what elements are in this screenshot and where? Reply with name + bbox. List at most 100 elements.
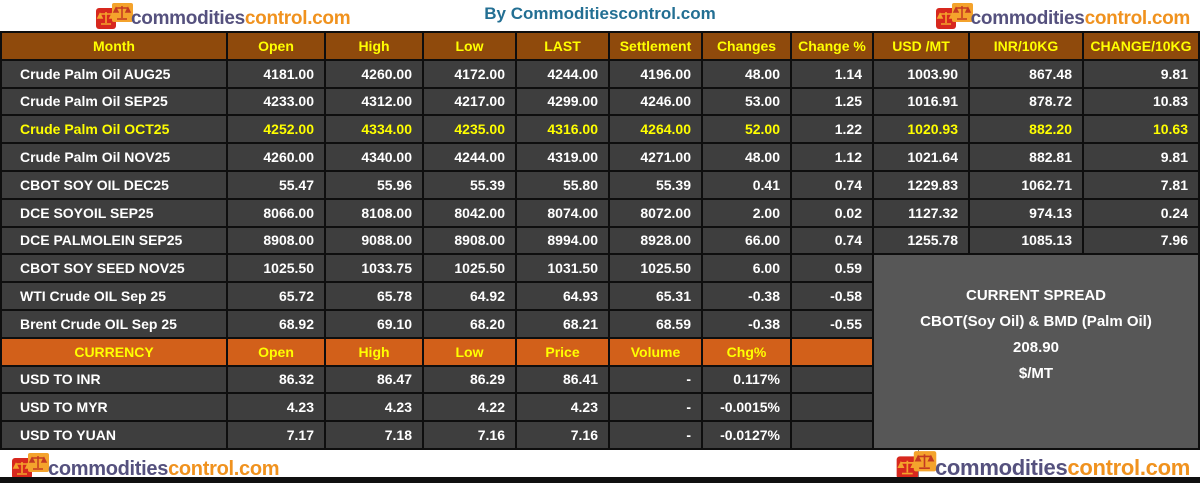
- futures-value-cell: 4235.00: [424, 116, 515, 143]
- futures-value-cell: 9.81: [1084, 60, 1198, 87]
- currency-header-spacer: [792, 338, 872, 365]
- spread-unit: $/MT: [1018, 365, 1054, 383]
- futures-value-cell: 6.00: [703, 255, 790, 282]
- currency-value-cell: 86.32: [228, 366, 324, 393]
- futures-value-cell: 4316.00: [517, 116, 608, 143]
- futures-value-cell: 10.83: [1084, 88, 1198, 115]
- futures-column-header: Low: [424, 33, 515, 59]
- futures-value-cell: 7.96: [1084, 227, 1198, 254]
- logo-text-control: control.com: [1067, 455, 1190, 480]
- futures-value-cell: 68.21: [517, 310, 608, 337]
- futures-column-header: LAST: [517, 33, 608, 59]
- futures-value-cell: 867.48: [970, 60, 1082, 87]
- futures-month-cell: Crude Palm Oil OCT25: [2, 116, 226, 143]
- currency-value-cell: 86.41: [517, 366, 608, 393]
- futures-value-cell: 1016.91: [874, 88, 968, 115]
- futures-value-cell: 64.93: [517, 283, 608, 309]
- futures-value-cell: 4233.00: [228, 88, 324, 115]
- futures-value-cell: 8994.00: [517, 227, 608, 254]
- futures-column-header: INR/10KG: [970, 33, 1082, 59]
- futures-value-cell: 68.92: [228, 310, 324, 337]
- futures-month-cell: CBOT SOY SEED NOV25: [2, 255, 226, 282]
- futures-value-cell: 8042.00: [424, 199, 515, 226]
- futures-column-header: Open: [228, 33, 324, 59]
- futures-column-header: CHANGE/10KG: [1084, 33, 1198, 59]
- futures-value-cell: 0.59: [792, 255, 872, 282]
- futures-value-cell: -0.58: [792, 283, 872, 309]
- futures-month-cell: Crude Palm Oil SEP25: [2, 88, 226, 115]
- currency-value-cell: -: [610, 394, 701, 421]
- currency-row-spacer: [792, 366, 872, 393]
- futures-column-header: Settlement: [610, 33, 701, 59]
- futures-value-cell: 1025.50: [610, 255, 701, 282]
- futures-value-cell: 65.31: [610, 283, 701, 309]
- logo-text-commodities: commodities: [970, 8, 1085, 29]
- futures-column-header: Month: [2, 33, 226, 59]
- currency-column-header: CURRENCY: [2, 338, 226, 365]
- futures-value-cell: 4260.00: [228, 144, 324, 170]
- currency-value-cell: 4.23: [326, 394, 422, 421]
- futures-value-cell: 4340.00: [326, 144, 422, 170]
- logo-text-control: control.com: [244, 8, 351, 29]
- futures-value-cell: 55.47: [228, 171, 324, 198]
- futures-value-cell: 65.72: [228, 283, 324, 309]
- futures-value-cell: 68.20: [424, 310, 515, 337]
- current-spread-panel: CURRENT SPREAD CBOT(Soy Oil) & BMD (Palm…: [874, 255, 1198, 448]
- futures-month-cell: Crude Palm Oil AUG25: [2, 60, 226, 87]
- futures-value-cell: 1127.32: [874, 199, 968, 226]
- logo-text-commodities: commodities: [934, 455, 1068, 480]
- balance-scale-icon: [935, 2, 973, 36]
- futures-month-cell: Crude Palm Oil NOV25: [2, 144, 226, 170]
- futures-value-cell: 1033.75: [326, 255, 422, 282]
- currency-value-cell: 7.17: [228, 422, 324, 448]
- futures-value-cell: 1031.50: [517, 255, 608, 282]
- futures-value-cell: 53.00: [703, 88, 790, 115]
- logo-commoditiescontrol: commodities control.com: [95, 2, 351, 36]
- futures-value-cell: 9088.00: [326, 227, 422, 254]
- futures-value-cell: 69.10: [326, 310, 422, 337]
- futures-column-header: Change %: [792, 33, 872, 59]
- futures-value-cell: 974.13: [970, 199, 1082, 226]
- logo-commoditiescontrol: commodities control.com: [895, 450, 1190, 483]
- futures-value-cell: 1062.71: [970, 171, 1082, 198]
- spread-value: 208.90: [1013, 339, 1059, 357]
- futures-value-cell: 66.00: [703, 227, 790, 254]
- currency-value-cell: 4.23: [517, 394, 608, 421]
- futures-value-cell: 4196.00: [610, 60, 701, 87]
- top-bar: By Commoditiescontrol.com: [0, 0, 1200, 31]
- futures-value-cell: 4312.00: [326, 88, 422, 115]
- futures-value-cell: 55.39: [610, 171, 701, 198]
- page-title: By Commoditiescontrol.com: [484, 4, 716, 23]
- currency-column-header: Price: [517, 338, 608, 365]
- futures-value-cell: -0.38: [703, 310, 790, 337]
- futures-value-cell: 4172.00: [424, 60, 515, 87]
- futures-value-cell: 8928.00: [610, 227, 701, 254]
- logo-commoditiescontrol: commodities control.com: [935, 2, 1190, 36]
- currency-value-cell: -0.0015%: [703, 394, 790, 421]
- futures-value-cell: 48.00: [703, 144, 790, 170]
- bottom-black-bar: [0, 477, 1200, 483]
- futures-value-cell: 1003.90: [874, 60, 968, 87]
- currency-value-cell: 4.23: [228, 394, 324, 421]
- futures-value-cell: 8908.00: [424, 227, 515, 254]
- currency-column-header: Chg%: [703, 338, 790, 365]
- futures-value-cell: 1.12: [792, 144, 872, 170]
- futures-month-cell: CBOT SOY OIL DEC25: [2, 171, 226, 198]
- futures-month-cell: DCE SOYOIL SEP25: [2, 199, 226, 226]
- futures-value-cell: 8072.00: [610, 199, 701, 226]
- futures-value-cell: 64.92: [424, 283, 515, 309]
- currency-column-header: Low: [424, 338, 515, 365]
- futures-value-cell: 55.96: [326, 171, 422, 198]
- currency-value-cell: 4.22: [424, 394, 515, 421]
- futures-value-cell: 0.74: [792, 227, 872, 254]
- currency-row-spacer: [792, 394, 872, 421]
- futures-value-cell: 0.24: [1084, 199, 1198, 226]
- futures-value-cell: 48.00: [703, 60, 790, 87]
- futures-value-cell: 8908.00: [228, 227, 324, 254]
- currency-value-cell: -: [610, 422, 701, 448]
- futures-value-cell: 1.22: [792, 116, 872, 143]
- currency-value-cell: 86.47: [326, 366, 422, 393]
- currency-pair-cell: USD TO INR: [2, 366, 226, 393]
- futures-value-cell: 0.02: [792, 199, 872, 226]
